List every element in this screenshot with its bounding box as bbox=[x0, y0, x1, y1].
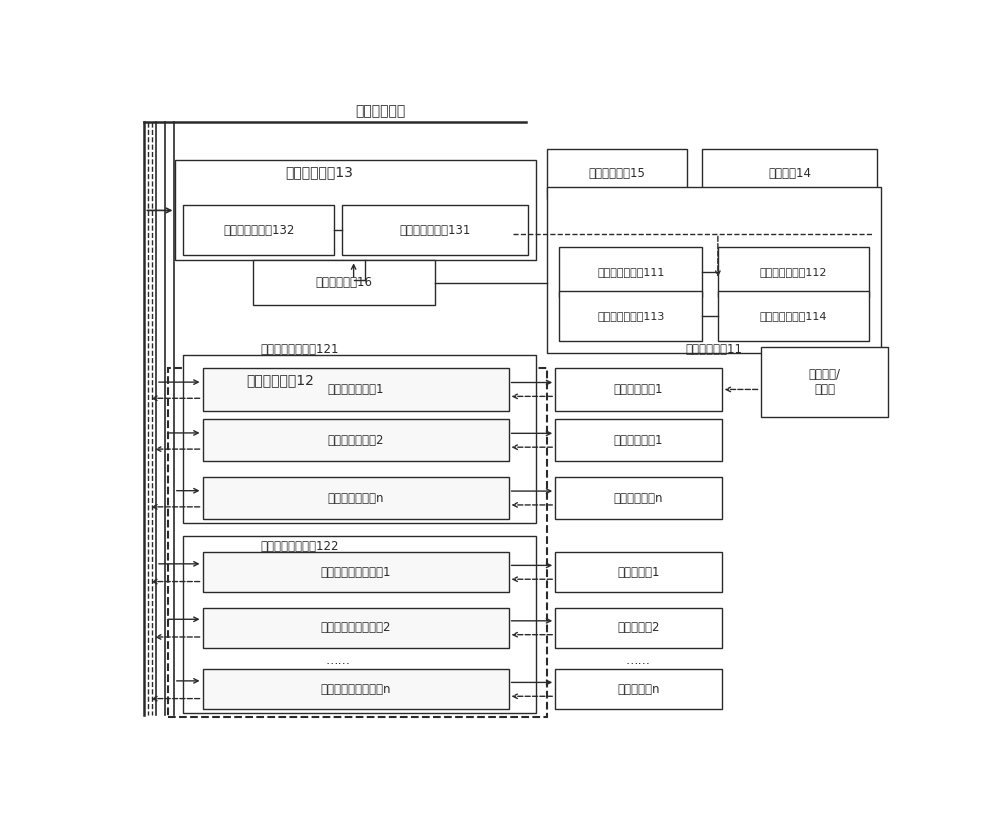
Text: 電源控制子模塊131: 電源控制子模塊131 bbox=[399, 224, 471, 236]
Bar bbox=[555, 368, 722, 411]
Bar bbox=[547, 149, 687, 199]
Bar bbox=[547, 188, 881, 353]
Bar bbox=[202, 607, 509, 648]
Text: 身份信息標識15: 身份信息標識15 bbox=[589, 167, 646, 180]
Bar bbox=[183, 356, 536, 523]
Text: 低功率通用接口1: 低功率通用接口1 bbox=[327, 383, 384, 396]
Text: 公共供電線路: 公共供電線路 bbox=[356, 104, 406, 118]
Text: 通用接口模塊12: 通用接口模塊12 bbox=[246, 373, 314, 387]
Bar bbox=[202, 419, 509, 462]
Bar bbox=[702, 149, 877, 199]
Text: 數據存儲子模塊114: 數據存儲子模塊114 bbox=[760, 311, 827, 321]
Text: 終端功能設備n: 終端功能設備n bbox=[614, 491, 663, 504]
Bar bbox=[555, 552, 722, 593]
Text: 信息管理模塊11: 信息管理模塊11 bbox=[686, 343, 742, 356]
Text: ……: …… bbox=[626, 654, 651, 667]
Bar bbox=[168, 368, 547, 717]
Text: 備份電源模塊16: 備份電源模塊16 bbox=[315, 277, 372, 290]
Text: 電源適配器n: 電源適配器n bbox=[617, 683, 660, 696]
Bar bbox=[555, 607, 722, 648]
Text: 身份信息子模塊111: 身份信息子模塊111 bbox=[597, 267, 664, 277]
Text: 終端功能設備1: 終端功能設備1 bbox=[614, 434, 663, 447]
Text: 固接組件14: 固接組件14 bbox=[768, 167, 811, 180]
Bar bbox=[342, 205, 528, 255]
Text: 低功率通用接口組121: 低功率通用接口組121 bbox=[260, 343, 339, 356]
Text: ……: …… bbox=[626, 468, 651, 481]
Text: 低功率通用接口n: 低功率通用接口n bbox=[327, 491, 384, 504]
Bar bbox=[555, 419, 722, 462]
Bar bbox=[202, 368, 509, 411]
Bar bbox=[253, 260, 435, 305]
Text: 電源適配器1: 電源適配器1 bbox=[617, 565, 660, 579]
Bar bbox=[555, 669, 722, 709]
Bar bbox=[202, 477, 509, 519]
Bar bbox=[718, 291, 869, 342]
Text: 高功率通用接口模塊1: 高功率通用接口模塊1 bbox=[320, 565, 391, 579]
Text: 信息處理子模塊112: 信息處理子模塊112 bbox=[760, 267, 827, 277]
Text: 高功率通用接口模塊n: 高功率通用接口模塊n bbox=[320, 683, 391, 696]
Text: 電路監測子模塊132: 電路監測子模塊132 bbox=[223, 224, 294, 236]
Bar bbox=[555, 477, 722, 519]
Text: ……: …… bbox=[326, 654, 351, 667]
Text: 低功率通用接口2: 低功率通用接口2 bbox=[327, 434, 384, 447]
Bar bbox=[183, 536, 536, 714]
Bar bbox=[175, 160, 536, 260]
Bar bbox=[718, 248, 869, 297]
Text: 廣域互聯/
物聯網: 廣域互聯/ 物聯網 bbox=[808, 368, 840, 396]
Text: 通信控制子模塊113: 通信控制子模塊113 bbox=[597, 311, 664, 321]
Bar bbox=[202, 552, 509, 593]
Bar bbox=[202, 669, 509, 709]
Bar bbox=[559, 291, 702, 342]
Text: 高功率通用接口組122: 高功率通用接口組122 bbox=[260, 541, 339, 553]
Bar bbox=[761, 347, 888, 416]
Bar bbox=[183, 205, 334, 255]
Text: ……: …… bbox=[326, 468, 351, 481]
Text: 供電管理模塊13: 供電管理模塊13 bbox=[285, 165, 353, 179]
Text: 網絡通信設備1: 網絡通信設備1 bbox=[614, 383, 663, 396]
Bar bbox=[559, 248, 702, 297]
Text: 電源適配器2: 電源適配器2 bbox=[617, 621, 660, 635]
Text: 高功率通用接口模塊2: 高功率通用接口模塊2 bbox=[320, 621, 391, 635]
